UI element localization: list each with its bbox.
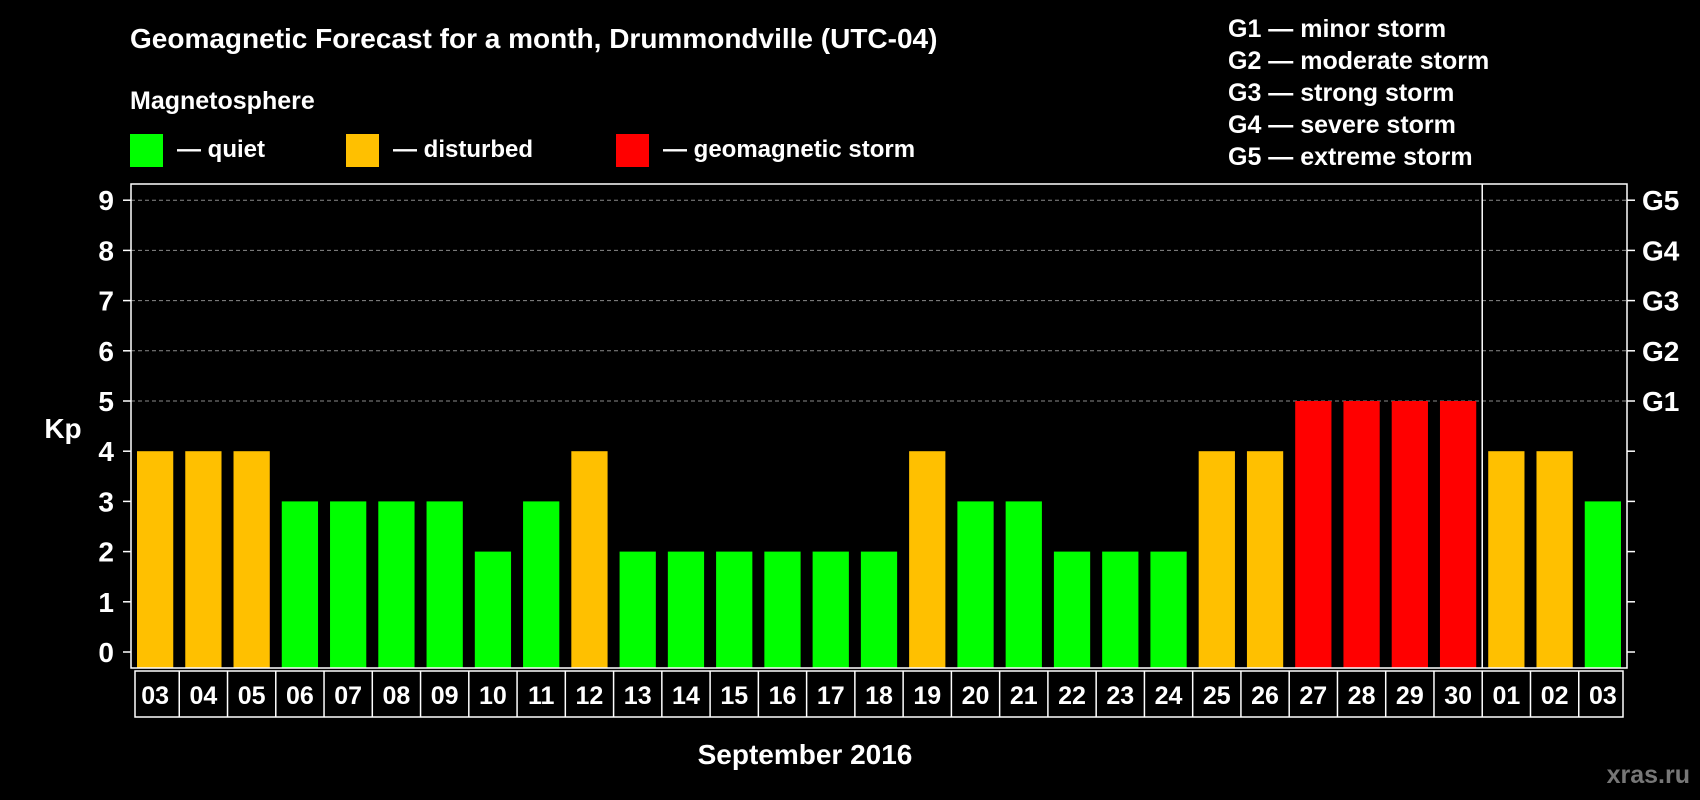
x-tick-label-27-24: 27 [1299, 682, 1327, 710]
x-tick-label-02-29: 02 [1541, 682, 1569, 710]
bar-03-30 [1584, 501, 1621, 668]
bar-29-26 [1391, 401, 1428, 668]
y-tick-label-2: 2 [98, 537, 114, 568]
y-tick-label-7: 7 [98, 286, 114, 317]
x-tick-label-12-9: 12 [576, 682, 604, 710]
storm-scale-g2: G2 — moderate storm [1228, 47, 1489, 75]
bar-14-11 [667, 551, 705, 668]
y-tick-label-3: 3 [98, 486, 114, 517]
legend-label-storm: — geomagnetic storm [663, 136, 915, 163]
bar-26-23 [1246, 451, 1284, 668]
x-tick-label-26-23: 26 [1251, 682, 1279, 710]
x-tick-label-25-22: 25 [1203, 682, 1231, 710]
right-tick-label-G5: G5 [1642, 185, 1679, 216]
bar-09-6 [426, 501, 463, 668]
bar-13-10 [619, 551, 656, 668]
bar-22-19 [1053, 551, 1091, 668]
bar-07-4 [330, 501, 367, 668]
x-tick-label-15-12: 15 [720, 682, 748, 710]
x-tick-label-28-25: 28 [1348, 682, 1376, 710]
watermark: xras.ru [1607, 761, 1690, 789]
bar-02-29 [1536, 451, 1573, 668]
x-tick-label-22-19: 22 [1058, 682, 1086, 710]
x-tick-label-07-4: 07 [334, 682, 362, 710]
x-tick-label-20-17: 20 [962, 682, 990, 710]
y-tick-label-8: 8 [98, 235, 114, 266]
right-tick-label-G3: G3 [1642, 286, 1679, 317]
legend-label-disturbed: — disturbed [393, 136, 533, 163]
x-tick-label-18-15: 18 [865, 682, 893, 710]
bar-24-21 [1150, 551, 1187, 668]
right-tick-label-G2: G2 [1642, 336, 1679, 367]
y-tick-label-6: 6 [98, 336, 114, 367]
storm-scale-g1: G1 — minor storm [1228, 15, 1446, 43]
x-tick-label-16-13: 16 [769, 682, 797, 710]
legend-label-quiet: — quiet [177, 136, 265, 163]
bar-08-5 [378, 501, 415, 668]
x-label-strip [134, 670, 1624, 718]
y-tick-label-1: 1 [98, 587, 114, 618]
magnetosphere-label: Magnetosphere [130, 87, 315, 115]
y-tick-label-9: 9 [98, 185, 114, 216]
bar-16-13 [764, 551, 801, 668]
bar-04-1 [185, 451, 222, 668]
y-tick-label-5: 5 [98, 386, 114, 417]
bar-10-7 [474, 551, 512, 668]
bar-20-17 [957, 501, 994, 668]
chart-title: Geomagnetic Forecast for a month, Drummo… [130, 23, 937, 54]
x-tick-label-14-11: 14 [672, 682, 700, 710]
storm-scale-g3: G3 — strong storm [1228, 79, 1454, 107]
legend-swatch-storm [616, 134, 649, 167]
bar-25-22 [1198, 451, 1235, 668]
x-tick-label-01-28: 01 [1492, 682, 1520, 710]
bar-15-12 [716, 551, 753, 668]
legend: — quiet — disturbed — geomagnetic storm [130, 134, 915, 167]
y-axis-label: Kp [44, 413, 81, 444]
x-tick-label-23-20: 23 [1106, 682, 1134, 710]
bar-27-24 [1295, 401, 1332, 668]
bar-03-0 [137, 451, 174, 668]
x-tick-label-09-6: 09 [431, 682, 459, 710]
storm-scale-g5: G5 — extreme storm [1228, 143, 1473, 171]
x-tick-label-30-27: 30 [1444, 682, 1472, 710]
legend-swatch-disturbed [346, 134, 379, 167]
x-tick-label-29-26: 29 [1396, 682, 1424, 710]
bar-06-3 [281, 501, 319, 668]
storm-scale-g4: G4 — severe storm [1228, 111, 1456, 139]
x-tick-label-11-8: 11 [528, 682, 555, 710]
x-tick-label-06-3: 06 [286, 682, 314, 710]
x-tick-label-19-16: 19 [913, 682, 941, 710]
x-tick-label-03-0: 03 [141, 682, 169, 710]
bar-12-9 [571, 451, 608, 668]
bar-05-2 [233, 451, 270, 668]
y-tick-label-0: 0 [98, 637, 114, 668]
bar-30-27 [1439, 401, 1477, 668]
storm-scale-list: G1 — minor storm G2 — moderate storm G3 … [1228, 15, 1489, 171]
bar-01-28 [1488, 451, 1525, 668]
x-tick-label-10-7: 10 [479, 682, 507, 710]
legend-swatch-quiet [130, 134, 163, 167]
bar-21-18 [1005, 501, 1042, 668]
bar-19-16 [909, 451, 946, 668]
plot-frame [130, 183, 1628, 669]
x-tick-label-04-1: 04 [189, 682, 217, 710]
x-tick-label-13-10: 13 [624, 682, 652, 710]
right-tick-label-G4: G4 [1642, 235, 1680, 266]
x-tick-label-05-2: 05 [238, 682, 266, 710]
right-tick-label-G1: G1 [1642, 386, 1679, 417]
bar-23-20 [1102, 551, 1139, 668]
x-tick-label-21-18: 21 [1010, 682, 1038, 710]
x-tick-label-17-14: 17 [817, 682, 845, 710]
x-tick-label-08-5: 08 [383, 682, 411, 710]
bar-18-15 [860, 551, 898, 668]
x-tick-label-24-21: 24 [1155, 682, 1183, 710]
bar-11-8 [523, 501, 560, 668]
y-tick-label-4: 4 [98, 436, 114, 467]
x-axis-label: September 2016 [698, 739, 913, 770]
x-tick-label-03-30: 03 [1589, 682, 1617, 710]
bar-17-14 [812, 551, 849, 668]
bar-28-25 [1343, 401, 1380, 668]
